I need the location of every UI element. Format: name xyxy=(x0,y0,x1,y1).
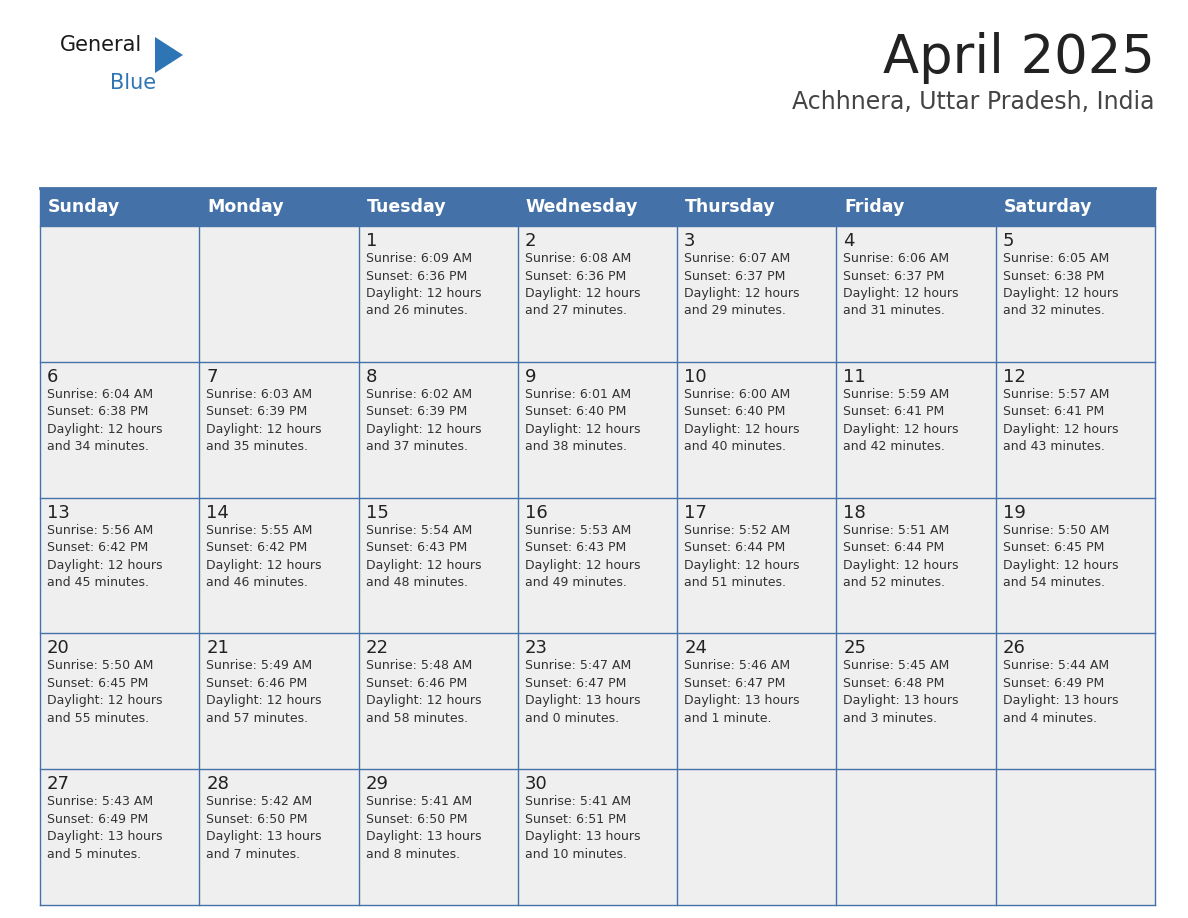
Text: Monday: Monday xyxy=(207,198,284,216)
Text: 9: 9 xyxy=(525,368,536,386)
Text: 8: 8 xyxy=(366,368,377,386)
Text: 15: 15 xyxy=(366,504,388,521)
Text: Achhnera, Uttar Pradesh, India: Achhnera, Uttar Pradesh, India xyxy=(792,90,1155,114)
Text: 17: 17 xyxy=(684,504,707,521)
Text: 14: 14 xyxy=(207,504,229,521)
Text: Sunrise: 6:08 AM
Sunset: 6:36 PM
Daylight: 12 hours
and 27 minutes.: Sunrise: 6:08 AM Sunset: 6:36 PM Dayligh… xyxy=(525,252,640,318)
Text: 6: 6 xyxy=(48,368,58,386)
Text: Sunrise: 5:41 AM
Sunset: 6:50 PM
Daylight: 13 hours
and 8 minutes.: Sunrise: 5:41 AM Sunset: 6:50 PM Dayligh… xyxy=(366,795,481,861)
Text: General: General xyxy=(61,35,143,55)
Text: Friday: Friday xyxy=(845,198,905,216)
Bar xyxy=(40,633,1155,769)
Text: 18: 18 xyxy=(843,504,866,521)
Text: 19: 19 xyxy=(1003,504,1025,521)
Bar xyxy=(40,498,1155,633)
Text: Sunrise: 6:07 AM
Sunset: 6:37 PM
Daylight: 12 hours
and 29 minutes.: Sunrise: 6:07 AM Sunset: 6:37 PM Dayligh… xyxy=(684,252,800,318)
Text: Sunrise: 6:00 AM
Sunset: 6:40 PM
Daylight: 12 hours
and 40 minutes.: Sunrise: 6:00 AM Sunset: 6:40 PM Dayligh… xyxy=(684,387,800,453)
Text: 13: 13 xyxy=(48,504,70,521)
Text: Sunrise: 5:51 AM
Sunset: 6:44 PM
Daylight: 12 hours
and 52 minutes.: Sunrise: 5:51 AM Sunset: 6:44 PM Dayligh… xyxy=(843,523,959,589)
Text: Sunrise: 5:47 AM
Sunset: 6:47 PM
Daylight: 13 hours
and 0 minutes.: Sunrise: 5:47 AM Sunset: 6:47 PM Dayligh… xyxy=(525,659,640,725)
Text: Sunrise: 6:01 AM
Sunset: 6:40 PM
Daylight: 12 hours
and 38 minutes.: Sunrise: 6:01 AM Sunset: 6:40 PM Dayligh… xyxy=(525,387,640,453)
Text: 4: 4 xyxy=(843,232,855,250)
Text: Sunrise: 6:03 AM
Sunset: 6:39 PM
Daylight: 12 hours
and 35 minutes.: Sunrise: 6:03 AM Sunset: 6:39 PM Dayligh… xyxy=(207,387,322,453)
Bar xyxy=(40,188,1155,226)
Text: Sunrise: 5:50 AM
Sunset: 6:45 PM
Daylight: 12 hours
and 54 minutes.: Sunrise: 5:50 AM Sunset: 6:45 PM Dayligh… xyxy=(1003,523,1118,589)
Text: Sunrise: 5:50 AM
Sunset: 6:45 PM
Daylight: 12 hours
and 55 minutes.: Sunrise: 5:50 AM Sunset: 6:45 PM Dayligh… xyxy=(48,659,163,725)
Text: Tuesday: Tuesday xyxy=(367,198,447,216)
Text: 23: 23 xyxy=(525,640,548,657)
Text: 11: 11 xyxy=(843,368,866,386)
Text: 21: 21 xyxy=(207,640,229,657)
Bar xyxy=(40,769,1155,905)
Text: Sunrise: 6:05 AM
Sunset: 6:38 PM
Daylight: 12 hours
and 32 minutes.: Sunrise: 6:05 AM Sunset: 6:38 PM Dayligh… xyxy=(1003,252,1118,318)
Text: Sunrise: 5:56 AM
Sunset: 6:42 PM
Daylight: 12 hours
and 45 minutes.: Sunrise: 5:56 AM Sunset: 6:42 PM Dayligh… xyxy=(48,523,163,589)
Text: Wednesday: Wednesday xyxy=(526,198,638,216)
Text: 10: 10 xyxy=(684,368,707,386)
Text: 3: 3 xyxy=(684,232,696,250)
Text: Sunrise: 5:59 AM
Sunset: 6:41 PM
Daylight: 12 hours
and 42 minutes.: Sunrise: 5:59 AM Sunset: 6:41 PM Dayligh… xyxy=(843,387,959,453)
Text: 22: 22 xyxy=(366,640,388,657)
Text: 5: 5 xyxy=(1003,232,1015,250)
Bar xyxy=(40,362,1155,498)
Text: Sunrise: 5:49 AM
Sunset: 6:46 PM
Daylight: 12 hours
and 57 minutes.: Sunrise: 5:49 AM Sunset: 6:46 PM Dayligh… xyxy=(207,659,322,725)
Text: April 2025: April 2025 xyxy=(883,32,1155,84)
Text: Saturday: Saturday xyxy=(1004,198,1092,216)
Text: Sunrise: 5:52 AM
Sunset: 6:44 PM
Daylight: 12 hours
and 51 minutes.: Sunrise: 5:52 AM Sunset: 6:44 PM Dayligh… xyxy=(684,523,800,589)
Text: Thursday: Thursday xyxy=(685,198,776,216)
Text: Sunrise: 5:53 AM
Sunset: 6:43 PM
Daylight: 12 hours
and 49 minutes.: Sunrise: 5:53 AM Sunset: 6:43 PM Dayligh… xyxy=(525,523,640,589)
Text: 28: 28 xyxy=(207,775,229,793)
Text: Sunrise: 6:04 AM
Sunset: 6:38 PM
Daylight: 12 hours
and 34 minutes.: Sunrise: 6:04 AM Sunset: 6:38 PM Dayligh… xyxy=(48,387,163,453)
Text: Blue: Blue xyxy=(110,73,156,93)
Text: Sunrise: 5:43 AM
Sunset: 6:49 PM
Daylight: 13 hours
and 5 minutes.: Sunrise: 5:43 AM Sunset: 6:49 PM Dayligh… xyxy=(48,795,163,861)
Text: Sunrise: 6:02 AM
Sunset: 6:39 PM
Daylight: 12 hours
and 37 minutes.: Sunrise: 6:02 AM Sunset: 6:39 PM Dayligh… xyxy=(366,387,481,453)
Text: Sunrise: 5:42 AM
Sunset: 6:50 PM
Daylight: 13 hours
and 7 minutes.: Sunrise: 5:42 AM Sunset: 6:50 PM Dayligh… xyxy=(207,795,322,861)
Text: 16: 16 xyxy=(525,504,548,521)
Text: 30: 30 xyxy=(525,775,548,793)
Text: 29: 29 xyxy=(366,775,388,793)
Text: 24: 24 xyxy=(684,640,707,657)
Text: Sunday: Sunday xyxy=(48,198,120,216)
Text: 26: 26 xyxy=(1003,640,1025,657)
Text: 20: 20 xyxy=(48,640,70,657)
Text: Sunrise: 5:57 AM
Sunset: 6:41 PM
Daylight: 12 hours
and 43 minutes.: Sunrise: 5:57 AM Sunset: 6:41 PM Dayligh… xyxy=(1003,387,1118,453)
Text: Sunrise: 5:45 AM
Sunset: 6:48 PM
Daylight: 13 hours
and 3 minutes.: Sunrise: 5:45 AM Sunset: 6:48 PM Dayligh… xyxy=(843,659,959,725)
Text: 7: 7 xyxy=(207,368,217,386)
Text: Sunrise: 5:48 AM
Sunset: 6:46 PM
Daylight: 12 hours
and 58 minutes.: Sunrise: 5:48 AM Sunset: 6:46 PM Dayligh… xyxy=(366,659,481,725)
Polygon shape xyxy=(154,37,183,73)
Text: Sunrise: 5:54 AM
Sunset: 6:43 PM
Daylight: 12 hours
and 48 minutes.: Sunrise: 5:54 AM Sunset: 6:43 PM Dayligh… xyxy=(366,523,481,589)
Text: Sunrise: 5:41 AM
Sunset: 6:51 PM
Daylight: 13 hours
and 10 minutes.: Sunrise: 5:41 AM Sunset: 6:51 PM Dayligh… xyxy=(525,795,640,861)
Text: Sunrise: 5:55 AM
Sunset: 6:42 PM
Daylight: 12 hours
and 46 minutes.: Sunrise: 5:55 AM Sunset: 6:42 PM Dayligh… xyxy=(207,523,322,589)
Text: 1: 1 xyxy=(366,232,377,250)
Text: 25: 25 xyxy=(843,640,866,657)
Text: 12: 12 xyxy=(1003,368,1025,386)
Bar xyxy=(40,226,1155,362)
Text: Sunrise: 5:46 AM
Sunset: 6:47 PM
Daylight: 13 hours
and 1 minute.: Sunrise: 5:46 AM Sunset: 6:47 PM Dayligh… xyxy=(684,659,800,725)
Text: Sunrise: 6:09 AM
Sunset: 6:36 PM
Daylight: 12 hours
and 26 minutes.: Sunrise: 6:09 AM Sunset: 6:36 PM Dayligh… xyxy=(366,252,481,318)
Text: Sunrise: 6:06 AM
Sunset: 6:37 PM
Daylight: 12 hours
and 31 minutes.: Sunrise: 6:06 AM Sunset: 6:37 PM Dayligh… xyxy=(843,252,959,318)
Text: 27: 27 xyxy=(48,775,70,793)
Text: 2: 2 xyxy=(525,232,536,250)
Text: Sunrise: 5:44 AM
Sunset: 6:49 PM
Daylight: 13 hours
and 4 minutes.: Sunrise: 5:44 AM Sunset: 6:49 PM Dayligh… xyxy=(1003,659,1118,725)
